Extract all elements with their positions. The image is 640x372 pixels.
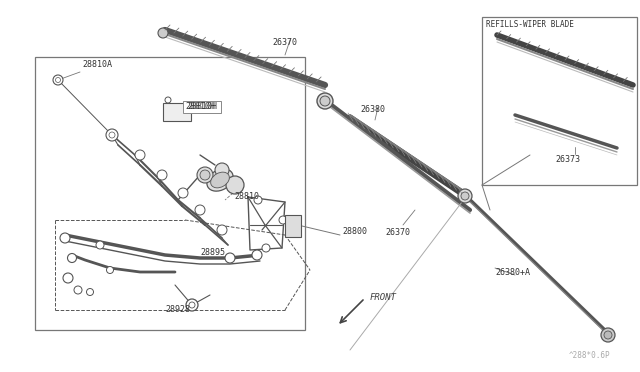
Circle shape — [458, 189, 472, 203]
Circle shape — [106, 266, 113, 273]
Circle shape — [60, 233, 70, 243]
Circle shape — [252, 250, 262, 260]
Text: 28810A: 28810A — [82, 60, 112, 69]
Circle shape — [189, 302, 195, 308]
Bar — [163, 103, 191, 121]
Circle shape — [86, 289, 93, 295]
Circle shape — [63, 273, 73, 283]
Circle shape — [200, 170, 210, 180]
Circle shape — [157, 170, 167, 180]
Circle shape — [262, 244, 270, 252]
Circle shape — [320, 96, 330, 106]
Bar — [35, 57, 305, 330]
Circle shape — [225, 253, 235, 263]
Circle shape — [254, 196, 262, 204]
Circle shape — [135, 150, 145, 160]
Circle shape — [67, 253, 77, 263]
Circle shape — [106, 129, 118, 141]
Text: REFILLS-WIPER BLADE: REFILLS-WIPER BLADE — [486, 20, 574, 29]
Text: 26373: 26373 — [555, 155, 580, 164]
Text: 26370: 26370 — [272, 38, 297, 47]
Circle shape — [109, 132, 115, 138]
Text: 26380+A: 26380+A — [495, 268, 530, 277]
Ellipse shape — [207, 169, 233, 191]
Text: 28800: 28800 — [342, 228, 367, 237]
Circle shape — [197, 167, 213, 183]
Circle shape — [53, 75, 63, 85]
Circle shape — [601, 328, 615, 342]
Circle shape — [461, 192, 469, 200]
Circle shape — [56, 77, 61, 83]
Text: 28810: 28810 — [234, 192, 259, 201]
Text: 28895: 28895 — [200, 248, 225, 257]
Text: FRONT: FRONT — [370, 293, 397, 302]
Text: 28810H: 28810H — [187, 102, 217, 111]
Circle shape — [226, 176, 244, 194]
Ellipse shape — [211, 172, 229, 188]
Circle shape — [186, 299, 198, 311]
Circle shape — [604, 331, 612, 339]
Circle shape — [165, 97, 171, 103]
Bar — [482, 17, 637, 185]
Text: 28810H: 28810H — [185, 102, 215, 111]
Text: 28928: 28928 — [165, 305, 190, 314]
Circle shape — [217, 225, 227, 235]
Circle shape — [279, 216, 287, 224]
Text: 26380: 26380 — [360, 105, 385, 114]
Bar — [183, 101, 221, 113]
Circle shape — [96, 241, 104, 249]
Circle shape — [195, 205, 205, 215]
Circle shape — [317, 93, 333, 109]
Text: 26370: 26370 — [385, 228, 410, 237]
Circle shape — [215, 163, 229, 177]
Circle shape — [74, 286, 82, 294]
Bar — [285, 215, 301, 237]
Circle shape — [178, 188, 188, 198]
Text: ^288*0.6P: ^288*0.6P — [568, 351, 610, 360]
Circle shape — [158, 28, 168, 38]
